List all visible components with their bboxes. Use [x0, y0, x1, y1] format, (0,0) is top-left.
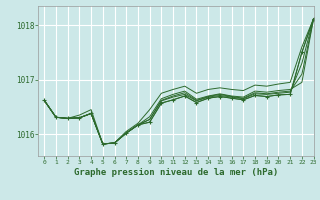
X-axis label: Graphe pression niveau de la mer (hPa): Graphe pression niveau de la mer (hPa): [74, 168, 278, 177]
